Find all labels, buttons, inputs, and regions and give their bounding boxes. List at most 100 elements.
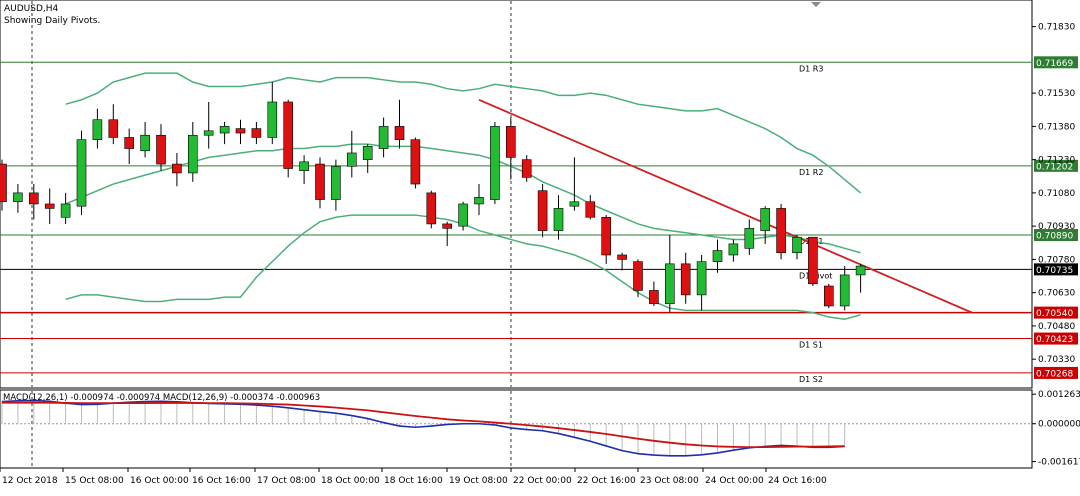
- pivot-price-box: [1034, 306, 1078, 319]
- macd-signal-line: [2, 401, 845, 449]
- price-label: 0.71230: [1038, 156, 1075, 166]
- time-label: 22 Oct 00:00: [513, 476, 572, 486]
- time-label: 23 Oct 08:00: [640, 476, 699, 486]
- pivot-price-box: [1034, 159, 1078, 172]
- pivot-label: D1 S2: [799, 375, 823, 384]
- pivot-label: D1 R3: [799, 64, 823, 73]
- candle-body: [696, 261, 707, 296]
- macd-tick-label: 0.001263: [1038, 390, 1080, 400]
- candle-body: [172, 163, 182, 174]
- candle-body: [13, 192, 23, 203]
- candle-body: [156, 134, 166, 165]
- price-label: 0.70930: [1038, 222, 1075, 232]
- candle-body: [776, 208, 786, 254]
- macd-title: MACD(12,26,1) -0.000974 -0.000974 MACD(1…: [3, 393, 320, 403]
- candle-body: [760, 208, 771, 231]
- candle-body: [28, 192, 39, 205]
- candle-body: [92, 119, 103, 140]
- candle-body: [188, 134, 198, 174]
- chart-shift-icon[interactable]: [811, 2, 821, 7]
- main-plot-frame: [0, 0, 1033, 389]
- pivot-label: D1 R2: [799, 168, 823, 177]
- time-label: 12 Oct 2018: [2, 476, 58, 486]
- price-label: 0.70630: [1038, 289, 1075, 299]
- macd-tick-label: 0.000000: [1038, 420, 1080, 430]
- candle-body: [458, 203, 468, 227]
- price-label: 0.70480: [1038, 322, 1075, 332]
- candle-body: [839, 274, 850, 307]
- price-label: 0.71080: [1038, 189, 1075, 199]
- candle-body: [267, 101, 278, 138]
- candle-body: [490, 126, 500, 200]
- candle-body: [537, 190, 548, 231]
- candle-body: [601, 216, 612, 256]
- candle-body: [60, 203, 71, 218]
- price-label: 0.71530: [1038, 89, 1075, 99]
- candle-body: [712, 250, 723, 262]
- candle-body: [346, 152, 357, 167]
- candle-body: [235, 128, 246, 134]
- time-label: 17 Oct 08:00: [257, 476, 316, 486]
- candle-body: [44, 203, 55, 209]
- candle-body: [362, 146, 373, 160]
- candle-body: [283, 101, 294, 169]
- pivot-price-label: 0.70423: [1036, 335, 1073, 345]
- candle-body: [251, 128, 262, 138]
- candle-body: [394, 126, 405, 140]
- price-label: 0.70780: [1038, 255, 1075, 265]
- candle-body: [426, 192, 437, 225]
- candle-body: [76, 139, 87, 207]
- pivot-price-box: [1034, 332, 1078, 345]
- candle-body: [521, 159, 532, 178]
- candle-body: [140, 134, 150, 152]
- candle-body: [553, 208, 564, 231]
- candle-body: [299, 161, 309, 172]
- candle-body: [410, 139, 421, 185]
- bollinger-upper-line: [65, 72, 862, 194]
- candle-body: [124, 137, 134, 149]
- trendline: [478, 98, 973, 314]
- pivot-price-label: 0.71202: [1036, 162, 1073, 172]
- candle-body: [315, 163, 325, 200]
- candle-body: [744, 228, 755, 249]
- candle-body: [474, 197, 484, 205]
- candle-body: [823, 285, 834, 307]
- pivot-price-label: 0.70735: [1036, 266, 1073, 276]
- candle-body: [331, 165, 341, 200]
- pivot-price-box: [1034, 263, 1078, 276]
- candle-body: [792, 236, 802, 254]
- candle-body: [0, 163, 7, 203]
- price-label: 0.71380: [1038, 122, 1075, 132]
- candle-body: [808, 236, 818, 285]
- candle-body: [728, 243, 739, 256]
- price-label: 0.71830: [1038, 23, 1075, 33]
- pivot-price-label: 0.70890: [1036, 232, 1073, 242]
- time-label: 24 Oct 00:00: [705, 476, 764, 486]
- candle-body: [649, 290, 659, 305]
- bollinger-middle-line: [65, 143, 861, 254]
- candle-body: [505, 126, 516, 158]
- pivot-price-label: 0.70540: [1036, 309, 1073, 319]
- time-label: 18 Oct 00:00: [321, 476, 380, 486]
- time-label: 16 Oct 16:00: [192, 476, 251, 486]
- pivot-label: D1 S1: [799, 341, 823, 350]
- time-label: 24 Oct 16:00: [768, 476, 827, 486]
- macd-main-line: [1, 399, 845, 457]
- candle-body: [680, 263, 691, 296]
- candle-body: [219, 126, 230, 134]
- price-label: 0.70330: [1038, 355, 1075, 365]
- time-label: 18 Oct 16:00: [384, 476, 443, 486]
- pivot-price-label: 0.71669: [1036, 59, 1073, 69]
- pivot-price-label: 0.70268: [1036, 369, 1073, 379]
- pivot-price-box: [1034, 229, 1078, 242]
- candle-body: [664, 263, 675, 305]
- candle-body: [203, 130, 214, 136]
- symbol-title: AUDUSD,H4: [4, 4, 59, 14]
- candle-body: [378, 126, 389, 149]
- time-label: 19 Oct 08:00: [449, 476, 508, 486]
- time-label: 22 Oct 16:00: [577, 476, 636, 486]
- candle-body: [855, 265, 866, 276]
- candle-body: [633, 261, 643, 291]
- time-label: 16 Oct 00:00: [130, 476, 189, 486]
